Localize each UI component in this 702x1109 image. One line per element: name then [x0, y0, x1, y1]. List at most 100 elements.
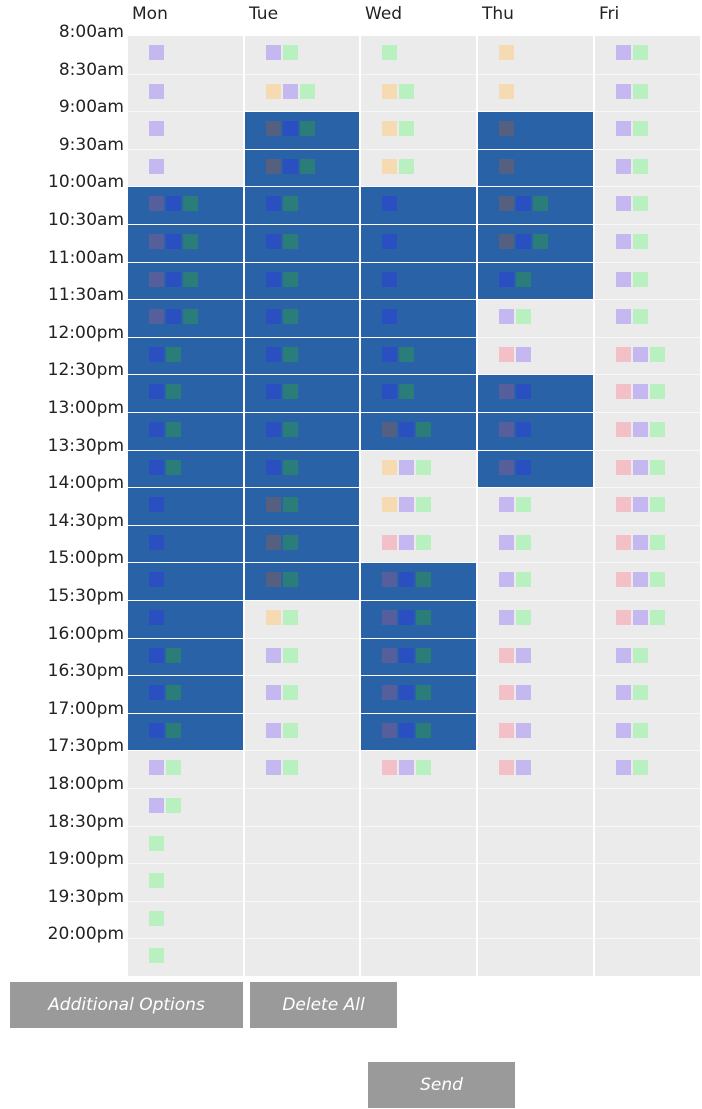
time-slot[interactable] [478, 600, 593, 638]
time-slot[interactable] [128, 299, 243, 337]
time-slot[interactable] [361, 487, 476, 525]
time-slot[interactable] [595, 412, 700, 450]
time-slot[interactable] [245, 224, 359, 262]
time-slot[interactable] [245, 675, 359, 713]
time-slot[interactable] [128, 863, 243, 901]
time-slot[interactable] [245, 524, 359, 563]
time-slot[interactable] [128, 900, 243, 939]
time-slot[interactable] [595, 712, 700, 751]
time-slot[interactable] [245, 374, 359, 412]
time-slot[interactable] [478, 186, 593, 224]
time-slot[interactable] [361, 637, 476, 676]
time-slot[interactable] [245, 412, 359, 450]
time-slot[interactable] [361, 863, 476, 901]
time-slot[interactable] [245, 637, 359, 676]
time-slot[interactable] [361, 299, 476, 337]
time-slot[interactable] [245, 600, 359, 638]
time-slot[interactable] [478, 825, 593, 864]
time-slot[interactable] [595, 524, 700, 563]
time-slot[interactable] [361, 900, 476, 939]
time-slot[interactable] [128, 148, 243, 187]
time-slot[interactable] [595, 637, 700, 676]
time-slot[interactable] [245, 900, 359, 939]
time-slot[interactable] [478, 449, 593, 488]
time-slot[interactable] [478, 524, 593, 563]
time-slot[interactable] [245, 261, 359, 300]
time-slot[interactable] [361, 412, 476, 450]
time-slot[interactable] [361, 261, 476, 300]
time-slot[interactable] [595, 863, 700, 901]
time-slot[interactable] [595, 750, 700, 788]
time-slot[interactable] [478, 938, 593, 976]
time-slot[interactable] [595, 788, 700, 826]
time-slot[interactable] [361, 148, 476, 187]
time-slot[interactable] [245, 186, 359, 224]
time-slot[interactable] [361, 186, 476, 224]
time-slot[interactable] [245, 336, 359, 375]
time-slot[interactable] [478, 261, 593, 300]
time-slot[interactable] [478, 36, 593, 74]
time-slot[interactable] [128, 788, 243, 826]
time-slot[interactable] [595, 600, 700, 638]
time-slot[interactable] [478, 712, 593, 751]
time-slot[interactable] [478, 148, 593, 187]
time-slot[interactable] [361, 336, 476, 375]
time-slot[interactable] [245, 712, 359, 751]
time-slot[interactable] [595, 449, 700, 488]
time-slot[interactable] [128, 524, 243, 563]
time-slot[interactable] [595, 261, 700, 300]
time-slot[interactable] [478, 111, 593, 149]
time-slot[interactable] [595, 36, 700, 74]
time-slot[interactable] [128, 224, 243, 262]
time-slot[interactable] [245, 938, 359, 976]
time-slot[interactable] [595, 938, 700, 976]
time-slot[interactable] [595, 224, 700, 262]
time-slot[interactable] [595, 111, 700, 149]
time-slot[interactable] [478, 863, 593, 901]
time-slot[interactable] [361, 675, 476, 713]
time-slot[interactable] [595, 148, 700, 187]
time-slot[interactable] [478, 562, 593, 600]
time-slot[interactable] [595, 487, 700, 525]
time-slot[interactable] [245, 73, 359, 112]
time-slot[interactable] [478, 788, 593, 826]
time-slot[interactable] [478, 750, 593, 788]
time-slot[interactable] [128, 825, 243, 864]
time-slot[interactable] [128, 36, 243, 74]
time-slot[interactable] [245, 148, 359, 187]
additional-options-button[interactable]: Additional Options [10, 982, 243, 1028]
time-slot[interactable] [478, 637, 593, 676]
time-slot[interactable] [478, 675, 593, 713]
time-slot[interactable] [361, 374, 476, 412]
time-slot[interactable] [595, 675, 700, 713]
time-slot[interactable] [361, 224, 476, 262]
time-slot[interactable] [128, 938, 243, 976]
time-slot[interactable] [595, 186, 700, 224]
time-slot[interactable] [361, 449, 476, 488]
time-slot[interactable] [478, 336, 593, 375]
time-slot[interactable] [128, 600, 243, 638]
time-slot[interactable] [361, 562, 476, 600]
time-slot[interactable] [595, 900, 700, 939]
time-slot[interactable] [478, 900, 593, 939]
time-slot[interactable] [361, 600, 476, 638]
time-slot[interactable] [128, 111, 243, 149]
send-button[interactable]: Send [368, 1062, 515, 1108]
time-slot[interactable] [361, 788, 476, 826]
time-slot[interactable] [478, 412, 593, 450]
time-slot[interactable] [595, 374, 700, 412]
time-slot[interactable] [128, 374, 243, 412]
time-slot[interactable] [245, 562, 359, 600]
time-slot[interactable] [478, 224, 593, 262]
time-slot[interactable] [595, 562, 700, 600]
time-slot[interactable] [595, 825, 700, 864]
time-slot[interactable] [361, 111, 476, 149]
time-slot[interactable] [361, 36, 476, 74]
delete-all-button[interactable]: Delete All [250, 982, 397, 1028]
time-slot[interactable] [128, 336, 243, 375]
time-slot[interactable] [361, 524, 476, 563]
time-slot[interactable] [128, 412, 243, 450]
time-slot[interactable] [478, 73, 593, 112]
time-slot[interactable] [361, 938, 476, 976]
time-slot[interactable] [595, 299, 700, 337]
